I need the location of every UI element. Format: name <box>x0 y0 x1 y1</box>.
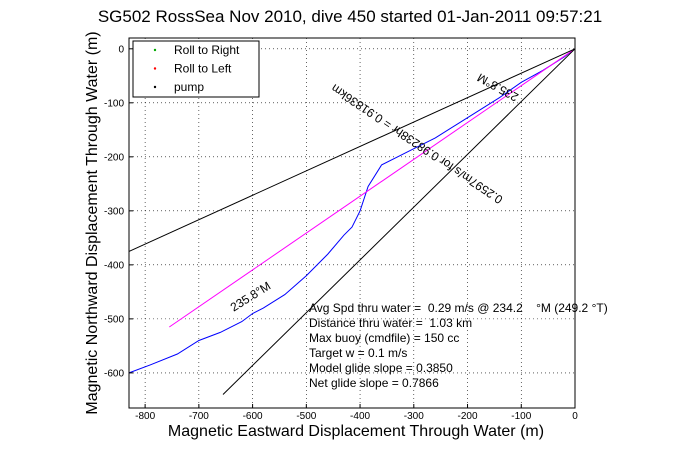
y-tick-label: -100 <box>104 98 124 109</box>
x-axis-label: Magnetic Eastward Displacement Through W… <box>168 423 544 440</box>
y-tick-label: -200 <box>104 152 124 163</box>
y-tick-label: -400 <box>104 260 124 271</box>
stats-annotation-5: Net glide slope = 0.7866 <box>309 376 439 390</box>
y-axis-label: Magnetic Northward Displacement Through … <box>84 31 101 414</box>
series-line-1 <box>169 48 576 328</box>
x-tick-label: -600 <box>243 411 263 422</box>
stats-annotation-3: Target w = 0.1 m/s <box>309 346 407 360</box>
legend-marker-2 <box>153 85 157 89</box>
annotations: Avg Spd thru water = 0.29 m/s @ 234.2 °M… <box>309 301 608 390</box>
legend-marker-0 <box>153 48 157 52</box>
chart-title: SG502 RossSea Nov 2010, dive 450 started… <box>98 7 602 26</box>
x-tick-label: 0 <box>572 411 578 422</box>
y-tick-label: -500 <box>104 314 124 325</box>
legend-label-0: Roll to Right <box>174 43 240 57</box>
stats-annotation-0: Avg Spd thru water = 0.29 m/s @ 234.2 °M… <box>309 301 608 315</box>
stats-annotation-4: Model glide slope = 0.3850 <box>309 361 453 375</box>
rotated-annotation-2: 235.8°M <box>228 279 273 315</box>
series-line-0 <box>128 48 576 374</box>
x-tick-label: -700 <box>189 411 209 422</box>
stats-annotation-2: Max buoy (cmdfile) = 150 cc <box>309 331 459 345</box>
legend-label-2: pump <box>174 80 204 94</box>
x-tick-label: -500 <box>296 411 316 422</box>
x-tick-label: -800 <box>135 411 155 422</box>
x-tick-label: -200 <box>458 411 478 422</box>
series-line-3 <box>222 48 576 395</box>
series-line-2 <box>128 48 576 252</box>
ticks: -800 -700 -600 -500 -400 -300 -200 -100 0 0 -100 -2… <box>104 44 578 422</box>
y-tick-label: 0 <box>118 44 124 55</box>
x-tick-label: -400 <box>350 411 370 422</box>
y-tick-label: -300 <box>104 206 124 217</box>
x-tick-label: -100 <box>511 411 531 422</box>
x-tick-label: -300 <box>404 411 424 422</box>
legend-marker-1 <box>153 67 157 70</box>
plot-frame <box>128 37 576 409</box>
stats-annotation-1: Distance thru water = 1.03 km <box>309 316 472 330</box>
rotated-annotations: 235.8°M0.2597m/s for 0.98238hr = 0.91836… <box>228 70 521 314</box>
legend-label-1: Roll to Left <box>174 62 232 76</box>
y-tick-label: -600 <box>104 368 124 379</box>
plot-lines <box>128 48 576 395</box>
legend: Roll to Right Roll to Left pump <box>132 40 260 98</box>
